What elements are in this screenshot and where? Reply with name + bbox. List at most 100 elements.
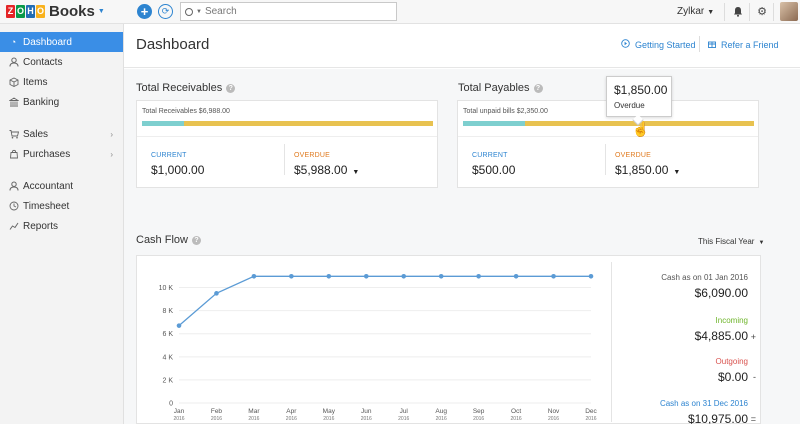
y-tick-label: 6 K [162,331,173,338]
opening-balance-value: $6,090.00 [694,286,748,300]
receivables-overdue-label: OVERDUE [294,152,331,159]
help-icon[interactable]: ? [191,235,201,245]
x-tick-year: 2016 [361,416,372,422]
refer-friend-label: Refer a Friend [721,39,779,50]
search-icon[interactable] [185,7,193,16]
payables-bar-label: Total unpaid bills $2,350.00 [463,108,548,115]
sidebar-item-dashboard[interactable]: ◔ Dashboard [0,32,123,52]
sidebar-item-label: Reports [23,220,59,232]
receivables-current-value: $1,000.00 [151,163,205,177]
org-switcher[interactable]: Zylkar ▼ [677,6,714,17]
sidebar-item-label: Items [23,76,48,88]
data-point [476,273,481,279]
cashflow-heading: Cash Flow ? [136,234,201,246]
getting-started-link[interactable]: Getting Started [621,39,696,50]
plus-icon[interactable]: + [137,4,152,19]
payables-heading: Total Payables ? [458,82,543,94]
avatar[interactable] [780,2,798,21]
contacts-icon [8,57,19,68]
divider [611,262,612,422]
tooltip-label: Overdue [614,101,645,110]
sidebar-item-banking[interactable]: Banking [0,92,123,112]
bell-icon[interactable] [731,4,745,18]
x-tick-label: Mar [248,408,260,415]
sidebar-item-reports[interactable]: Reports [0,216,123,236]
series-line [178,275,591,327]
receivables-overdue-value: $5,988.00 [294,163,348,177]
incoming-value: $4,885.00 [694,329,748,343]
data-point [513,273,519,279]
x-tick-year: 2016 [585,416,596,422]
chevron-down-icon[interactable]: ▼ [97,8,105,15]
receivables-heading: Total Receivables ? [136,82,236,94]
sync-icon[interactable]: ⟳ [158,4,173,19]
search-filter-caret-icon[interactable]: ▼ [196,8,202,15]
items-icon [8,77,19,88]
x-tick-label: Feb [211,408,223,415]
x-tick-label: Jul [400,408,409,415]
help-icon[interactable]: ? [226,83,236,93]
timesheet-icon [8,201,19,212]
outgoing-value: $0.00 [717,370,748,384]
hand-cursor-icon: ☝ [632,121,650,137]
payables-overdue-dropdown[interactable]: $1,850.00 ▼ [615,163,680,177]
caret-down-icon: ▼ [352,169,360,176]
x-tick-label: Jun [361,408,372,415]
help-icon[interactable]: ? [533,83,543,93]
logo-letter: O [16,5,25,18]
org-name: Zylkar [677,6,705,17]
cashflow-line-chart: 02 K4 K6 K8 K10 KJan2016Feb2016Mar2016Ap… [159,273,598,422]
divider [724,3,725,21]
data-point [551,273,556,279]
divider [749,3,750,21]
sidebar-item-accountant[interactable]: Accountant [0,176,123,196]
search-input[interactable] [204,6,385,17]
receivables-progress-bar[interactable] [142,121,433,126]
gear-icon[interactable]: ⚙ [757,5,767,18]
receivables-card: Total Receivables $6,988.00 CURRENT $1,0… [136,100,438,188]
x-tick-label: Dec [585,408,597,415]
y-tick-label: 2 K [162,377,173,384]
receivables-overdue-dropdown[interactable]: $5,988.00 ▼ [294,163,359,177]
fiscal-period-dropdown[interactable]: This Fiscal Year ▼ [698,237,764,246]
sidebar-item-label: Accountant [23,180,74,192]
y-tick-label: 4 K [162,354,173,361]
refer-friend-link[interactable]: Refer a Friend [708,39,779,50]
chevron-right-icon: › [110,129,113,139]
x-tick-year: 2016 [286,416,297,422]
opening-balance: Cash as on 01 Jan 2016 $6,090.00 [598,273,748,300]
accountant-icon [8,181,19,192]
data-point [214,291,219,296]
x-tick-year: 2016 [436,416,447,422]
purchases-icon [8,149,19,160]
sidebar-item-label: Contacts [23,56,63,68]
overdue-tooltip: $1,850.00 Overdue [606,76,672,126]
closing-balance: Cash as on 31 Dec 2016 $10,975.00 [598,399,748,424]
sidebar-item-timesheet[interactable]: Timesheet [0,196,123,216]
opening-balance-label: Cash as on 01 Jan 2016 [661,273,748,282]
x-tick-label: Oct [511,408,521,415]
sidebar-item-items[interactable]: Items [0,72,123,92]
data-point [289,273,294,279]
search-bar[interactable]: ▼ [180,2,397,21]
cart-icon [8,129,19,140]
sidebar-item-label: Purchases [23,148,71,160]
payables-progress-bar[interactable] [463,121,754,126]
x-tick-year: 2016 [398,416,409,422]
divider [605,144,606,175]
divider [284,144,285,175]
sidebar-item-purchases[interactable]: Purchases › [0,144,123,164]
sidebar-item-contacts[interactable]: Contacts [0,52,123,72]
x-tick-year: 2016 [173,416,184,422]
payables-current-value: $500.00 [472,163,516,177]
payables-current-fill [463,121,525,126]
dashboard-icon: ◔ [10,37,17,47]
receivables-current-label: CURRENT [151,152,187,159]
incoming-summary: Incoming $4,885.00 [598,316,748,343]
bank-icon [8,97,19,108]
logo-letter: H [26,5,35,18]
data-point [326,273,332,279]
sidebar-item-sales[interactable]: Sales › [0,124,123,144]
gift-icon [708,39,716,50]
